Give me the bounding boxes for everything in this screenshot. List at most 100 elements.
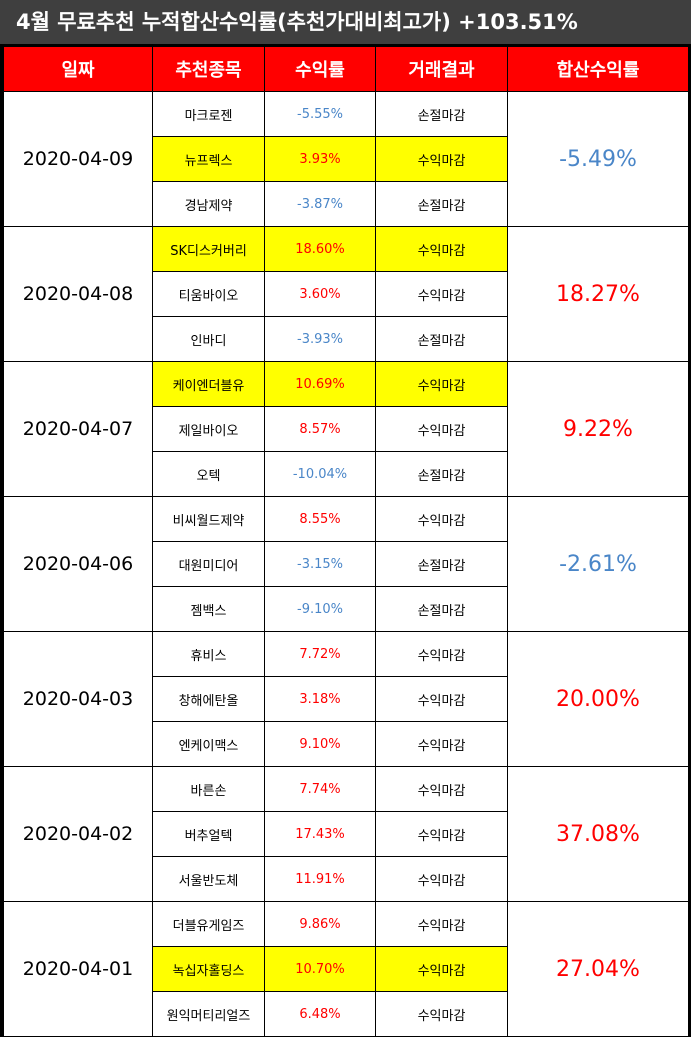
stock-name-cell: 오텍 (152, 451, 265, 497)
date-cell: 2020-04-09 (3, 91, 153, 227)
date-cell: 2020-04-08 (3, 226, 153, 362)
rate-cell: 11.91% (264, 856, 376, 902)
stock-name-cell: 젬백스 (152, 586, 265, 632)
total-rate-cell: -5.49% (507, 91, 689, 227)
rate-cell: 18.60% (264, 226, 376, 272)
result-cell: 수익마감 (375, 406, 508, 452)
result-cell: 수익마감 (375, 901, 508, 947)
rate-cell: 10.70% (264, 946, 376, 992)
table-row: 대원미디어 -3.15% 손절마감 (4, 541, 689, 587)
table-row: 2020-04-09 마크로젠 -5.55% 손절마감 -5.49% (3, 91, 689, 227)
rate-cell: -10.04% (264, 451, 376, 497)
rate-cell: 3.18% (264, 676, 376, 722)
result-cell: 수익마감 (375, 991, 508, 1037)
stock-name-cell: 티움바이오 (152, 271, 265, 317)
result-cell: 수익마감 (375, 946, 508, 992)
stock-name-cell: 녹십자홀딩스 (152, 946, 265, 992)
result-cell: 수익마감 (375, 361, 508, 407)
stock-name-cell: 바른손 (152, 766, 265, 812)
stock-name-cell: 버추얼텍 (152, 811, 265, 857)
rate-cell: 7.74% (264, 766, 376, 812)
result-cell: 손절마감 (375, 181, 508, 227)
table-body: 2020-04-09 마크로젠 -5.55% 손절마감 -5.49% 뉴프렉스 3.93% 수… (3, 91, 689, 1037)
result-cell: 수익마감 (375, 496, 508, 542)
date-cell: 2020-04-06 (3, 496, 153, 632)
stock-name-cell: 인바디 (152, 316, 265, 362)
stock-name-cell: 비씨월드제약 (152, 496, 265, 542)
total-rate-cell: -2.61% (507, 496, 689, 632)
table-row: 티움바이오 3.60% 수익마감 (4, 271, 689, 317)
stock-name-cell: 경남제약 (152, 181, 265, 227)
rate-cell: 17.43% (264, 811, 376, 857)
rate-cell: 3.93% (264, 136, 376, 182)
table-row: 2020-04-07 케이엔더블유 10.69% 수익마감 9.22% (3, 361, 689, 497)
table-row: 2020-04-03 휴비스 7.72% 수익마감 20.00% (3, 631, 689, 767)
table-row: 2020-04-08 SK디스커버리 18.60% 수익마감 18.27% (3, 226, 689, 362)
rate-cell: -3.15% (264, 541, 376, 587)
result-cell: 수익마감 (375, 766, 508, 812)
rate-cell: -3.87% (264, 181, 376, 227)
table-row: 제일바이오 8.57% 수익마감 (4, 406, 689, 452)
date-cell: 2020-04-07 (3, 361, 153, 497)
total-rate-cell: 20.00% (507, 631, 689, 767)
total-rate-cell: 9.22% (507, 361, 689, 497)
stock-name-cell: 마크로젠 (152, 91, 265, 137)
table-row: 원익머티리얼즈 6.48% 수익마감 (4, 991, 689, 1037)
total-rate-cell: 27.04% (507, 901, 689, 1037)
stock-name-cell: 원익머티리얼즈 (152, 991, 265, 1037)
rate-cell: 7.72% (264, 631, 376, 677)
stock-name-cell: 케이엔더블유 (152, 361, 265, 407)
rate-cell: 8.55% (264, 496, 376, 542)
table-row: 2020-04-01 더블유게임즈 9.86% 수익마감 27.04% (3, 901, 689, 1037)
rate-cell: 9.10% (264, 721, 376, 767)
rate-cell: 3.60% (264, 271, 376, 317)
result-cell: 수익마감 (375, 676, 508, 722)
total-rate-cell: 37.08% (507, 766, 689, 902)
stock-name-cell: 창해에탄올 (152, 676, 265, 722)
result-cell: 손절마감 (375, 541, 508, 587)
rate-cell: -5.55% (264, 91, 376, 137)
table-row: 버추얼텍 17.43% 수익마감 (4, 811, 689, 857)
table-row: 서울반도체 11.91% 수익마감 (4, 856, 689, 902)
stock-name-cell: 엔케이맥스 (152, 721, 265, 767)
result-cell: 수익마감 (375, 631, 508, 677)
table-row: 창해에탄올 3.18% 수익마감 (4, 676, 689, 722)
rate-cell: -3.93% (264, 316, 376, 362)
result-cell: 수익마감 (375, 136, 508, 182)
rate-cell: 9.86% (264, 901, 376, 947)
stock-name-cell: SK디스커버리 (152, 226, 265, 272)
table-row: 젬백스 -9.10% 손절마감 (4, 586, 689, 632)
page-title: 4월 무료추천 누적합산수익률(추천가대비최고가) +103.51% (0, 0, 691, 44)
table-row: 엔케이맥스 9.10% 수익마감 (4, 721, 689, 767)
table-row: 경남제약 -3.87% 손절마감 (4, 181, 689, 227)
date-cell: 2020-04-02 (3, 766, 153, 902)
table-row: 오텍 -10.04% 손절마감 (4, 451, 689, 497)
date-cell: 2020-04-03 (3, 631, 153, 767)
stock-name-cell: 더블유게임즈 (152, 901, 265, 947)
result-cell: 손절마감 (375, 586, 508, 632)
results-table: 일짜 추천종목 수익률 거래결과 합산수익률 2020-04-09 마크로젠 -5.… (3, 46, 689, 1037)
date-cell: 2020-04-01 (3, 901, 153, 1037)
result-cell: 수익마감 (375, 721, 508, 767)
stock-name-cell: 서울반도체 (152, 856, 265, 902)
stock-name-cell: 뉴프렉스 (152, 136, 265, 182)
table-row: 인바디 -3.93% 손절마감 (4, 316, 689, 362)
result-cell: 손절마감 (375, 91, 508, 137)
total-rate-cell: 18.27% (507, 226, 689, 362)
result-cell: 수익마감 (375, 856, 508, 902)
header-rate: 수익률 (264, 46, 376, 92)
stock-name-cell: 휴비스 (152, 631, 265, 677)
rate-cell: 8.57% (264, 406, 376, 452)
header-date: 일짜 (3, 46, 153, 92)
rate-cell: 6.48% (264, 991, 376, 1037)
result-cell: 수익마감 (375, 271, 508, 317)
result-cell: 수익마감 (375, 226, 508, 272)
table-row: 뉴프렉스 3.93% 수익마감 (4, 136, 689, 182)
result-cell: 손절마감 (375, 316, 508, 362)
result-cell: 수익마감 (375, 811, 508, 857)
header-result: 거래결과 (375, 46, 508, 92)
rate-cell: -9.10% (264, 586, 376, 632)
table-row: 2020-04-02 바른손 7.74% 수익마감 37.08% (3, 766, 689, 902)
header-stock: 추천종목 (152, 46, 265, 92)
